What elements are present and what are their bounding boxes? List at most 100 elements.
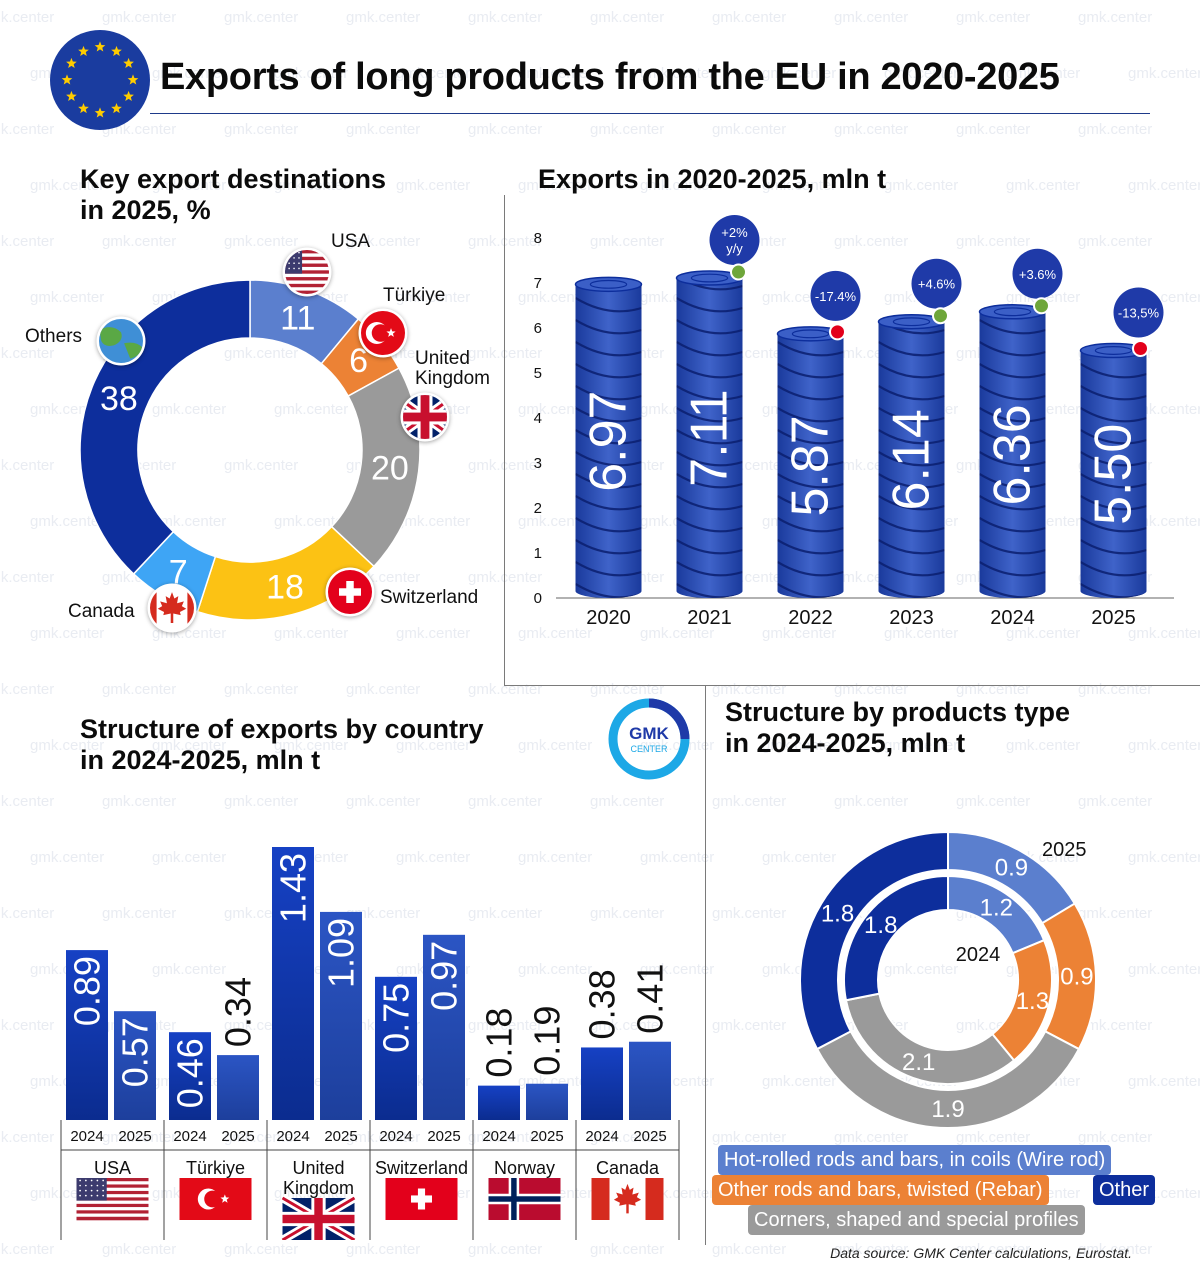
y-tick-label: 6 bbox=[534, 320, 542, 337]
bar-value-label: 0.38 bbox=[582, 969, 623, 1039]
exports-title: Exports in 2020-2025, mln t bbox=[538, 164, 887, 194]
slice-value-label: 0.9 bbox=[995, 855, 1028, 882]
label-canada: Canada bbox=[68, 601, 135, 622]
canada-flag-icon bbox=[150, 586, 194, 630]
bar-value-label: 6.36 bbox=[984, 404, 1042, 505]
watermark-text: gmk.center bbox=[346, 681, 420, 698]
slice-value-label: 6 bbox=[349, 342, 368, 380]
category-label: Switzerland bbox=[375, 1158, 468, 1178]
series-year-label: 2024 bbox=[482, 1128, 515, 1145]
bar-value-label: 1.09 bbox=[321, 918, 362, 988]
watermark-text: gmk.center bbox=[0, 681, 54, 698]
us-flag-icon bbox=[76, 1178, 149, 1221]
slice-value-label: 7 bbox=[169, 553, 188, 591]
divider-vertical-bottom bbox=[705, 685, 706, 1245]
slice-value-label: 1.2 bbox=[980, 895, 1013, 922]
slice-value-label: 11 bbox=[280, 299, 315, 337]
category-label: Canada bbox=[596, 1158, 660, 1178]
change-label: y/y bbox=[726, 241, 743, 256]
bar-2024 bbox=[478, 1085, 520, 1120]
watermark-text: gmk.center bbox=[956, 681, 1030, 698]
slice-value-label: 1.8 bbox=[821, 900, 854, 927]
legend-other: Other bbox=[1093, 1175, 1156, 1205]
turkey-flag-icon bbox=[361, 311, 405, 355]
bar-value-label: 6.97 bbox=[580, 391, 638, 492]
switzerland-flag-icon bbox=[328, 570, 372, 614]
bar-value-label: 0.41 bbox=[630, 964, 671, 1034]
y-tick-label: 2 bbox=[534, 500, 542, 517]
country-title-line-2: in 2024-2025, mln t bbox=[80, 745, 321, 775]
slice-value-label: 18 bbox=[266, 569, 304, 607]
label-uk-line-2: Kingdom bbox=[415, 368, 490, 389]
donut-title: Key export destinations in 2025, % bbox=[80, 164, 386, 226]
watermark-text: gmk.center bbox=[468, 1241, 542, 1258]
slice-value-label: 1.3 bbox=[1016, 988, 1049, 1015]
outer-slice-3 bbox=[799, 830, 949, 1051]
watermark-text: gmk.center bbox=[590, 1241, 664, 1258]
country-title-line-1: Structure of exports by country bbox=[80, 714, 484, 744]
change-bubble bbox=[709, 215, 760, 266]
label-uk: United Kingdom bbox=[415, 349, 490, 389]
eu-star-icon bbox=[94, 107, 106, 118]
legend-profiles: Corners, shaped and special profiles bbox=[748, 1205, 1085, 1235]
us-flag-icon bbox=[285, 250, 329, 294]
x-tick-label: 2024 bbox=[990, 607, 1035, 629]
watermark-text: gmk.center bbox=[346, 1241, 420, 1258]
cylinder-bar bbox=[776, 326, 845, 599]
decrease-dot bbox=[1132, 340, 1149, 357]
title-underline bbox=[150, 113, 1150, 114]
outer-ring-year-label: 2025 bbox=[1042, 839, 1087, 861]
bar-2025 bbox=[526, 1083, 568, 1120]
label-turkiye: Türkiye bbox=[383, 285, 446, 306]
products-double-donut-chart: 0.9 0.9 1.9 1.8 1.2 1.3 2.1 1.8 2025 2024 bbox=[799, 830, 1097, 1129]
bar-value-label: 0.57 bbox=[115, 1017, 156, 1087]
watermark-text: gmk.center bbox=[518, 737, 592, 754]
decrease-dot bbox=[829, 323, 846, 341]
x-tick-label: 2025 bbox=[1091, 607, 1136, 629]
y-tick-label: 3 bbox=[534, 455, 542, 472]
watermark-text: gmk.center bbox=[1006, 177, 1080, 194]
cylinder-bar bbox=[675, 270, 744, 599]
watermark-text: gmk.center bbox=[468, 681, 542, 698]
bar-value-label: 5.50 bbox=[1085, 424, 1143, 525]
series-year-label: 2025 bbox=[221, 1128, 254, 1145]
eu-star-icon bbox=[61, 74, 73, 85]
legend-rebar: Other rods and bars, twisted (Rebar) bbox=[712, 1175, 1049, 1205]
page-title: Exports of long products from the EU in … bbox=[160, 56, 1060, 98]
y-tick-label: 1 bbox=[534, 545, 542, 562]
bar-2024 bbox=[272, 847, 314, 1120]
eu-star-icon bbox=[127, 74, 139, 85]
product-structure-title: Structure by products type in 2024-2025,… bbox=[725, 697, 1070, 759]
cylinder-bar bbox=[574, 276, 643, 599]
slice-value-label: 1.9 bbox=[931, 1096, 964, 1123]
watermark-text: gmk.center bbox=[712, 681, 786, 698]
series-year-label: 2025 bbox=[118, 1128, 151, 1145]
watermark-text: gmk.center bbox=[884, 177, 958, 194]
uk-flag-icon bbox=[280, 1194, 357, 1240]
eu-star-icon bbox=[111, 102, 122, 114]
country-bar-chart: 0.89 2024 0.57 2025 USA 0.46 2024 0.34 2025 Türki… bbox=[60, 847, 680, 1240]
watermark-text: gmk.center bbox=[1128, 737, 1200, 754]
eu-star-icon bbox=[123, 90, 134, 102]
bar-value-label: 0.18 bbox=[479, 1008, 520, 1078]
slice-value-label: 1.8 bbox=[864, 912, 897, 939]
legend-wire-rod: Hot-rolled rods and bars, in coils (Wire… bbox=[718, 1145, 1112, 1175]
donut-title-line-2: in 2025, % bbox=[80, 195, 211, 225]
change-label: +4.6% bbox=[918, 277, 956, 292]
product-title-line-2: in 2024-2025, mln t bbox=[725, 728, 966, 758]
y-tick-label: 7 bbox=[534, 275, 542, 292]
bar-value-label: 6.14 bbox=[883, 409, 941, 510]
destinations-donut-chart: 11 6 20 18 7 38 bbox=[79, 247, 450, 633]
slice-value-label: 0.9 bbox=[1060, 963, 1093, 990]
change-label: +2% bbox=[721, 225, 748, 240]
canada-flag-icon bbox=[591, 1178, 664, 1220]
watermark-text: gmk.center bbox=[102, 1241, 176, 1258]
header: Exports of long products from the EU in … bbox=[0, 0, 1200, 130]
change-bubble bbox=[1113, 287, 1164, 338]
divider-vertical-top bbox=[504, 195, 505, 685]
bar-2025 bbox=[629, 1041, 671, 1120]
bar-2024 bbox=[66, 950, 108, 1120]
series-year-label: 2024 bbox=[585, 1128, 618, 1145]
bar-2025 bbox=[320, 911, 362, 1120]
watermark-text: gmk.center bbox=[396, 177, 470, 194]
